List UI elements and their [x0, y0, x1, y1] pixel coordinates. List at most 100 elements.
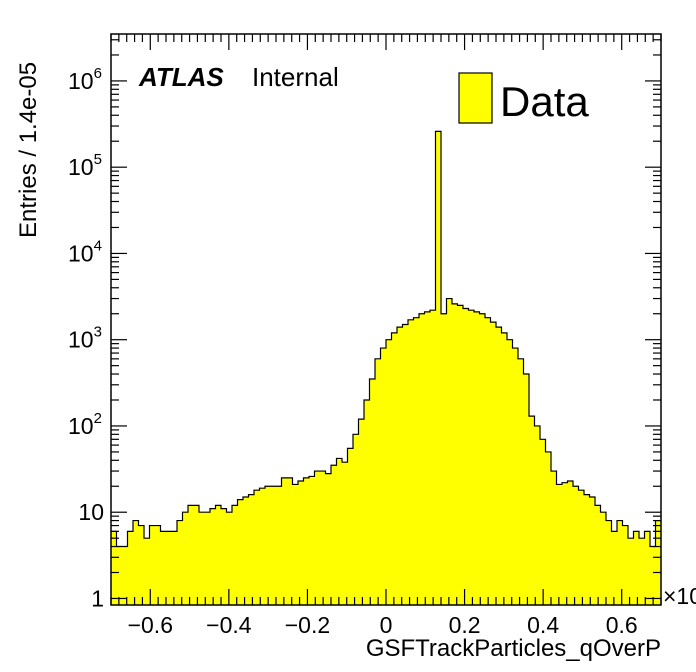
histogram-bin: [529, 416, 535, 605]
histogram-bin: [584, 494, 590, 605]
histogram-bin: [402, 324, 409, 605]
y-tick-label: 102: [68, 410, 102, 439]
legend-label-data: Data: [500, 78, 589, 125]
histogram-bin: [314, 471, 321, 605]
histogram-bin: [380, 348, 387, 605]
histogram-bin: [336, 458, 343, 605]
histogram-bin: [122, 546, 128, 605]
histogram-bin: [155, 525, 161, 605]
histogram-bin: [430, 310, 436, 605]
histogram-bin: [463, 308, 469, 605]
histogram-bin: [419, 313, 425, 605]
histogram-bin: [358, 419, 365, 605]
histogram-bin: [540, 439, 546, 605]
histogram-bin: [171, 531, 178, 605]
y-tick-label: 104: [68, 237, 102, 266]
histogram-bin: [628, 538, 634, 605]
histogram-bin: [551, 471, 557, 605]
legend-swatch-data: [458, 72, 493, 124]
histogram-bin: [243, 497, 249, 605]
histogram-bin: [331, 465, 337, 605]
histogram-bin: [375, 358, 381, 605]
y-tick-label: 103: [68, 324, 102, 353]
histogram-bin: [633, 531, 640, 605]
histogram-bin: [270, 486, 277, 605]
histogram-bin: [287, 477, 293, 605]
histogram-bin: [479, 313, 486, 605]
histogram-bin: [496, 327, 502, 605]
x-tick-label: 0.2: [449, 612, 481, 638]
histogram-bin: [435, 131, 442, 605]
histogram-bin: [232, 505, 238, 605]
histogram-bin: [188, 505, 194, 605]
histogram-bin: [474, 311, 480, 605]
histogram-bin: [523, 374, 530, 605]
histogram-bin: [600, 512, 607, 605]
histogram-bin: [518, 358, 524, 605]
atlas-label: ATLAS: [138, 62, 224, 92]
histogram-bin: [281, 477, 288, 605]
histogram-bin: [501, 332, 508, 605]
histogram-bin: [441, 313, 447, 605]
histogram-bars: [111, 131, 662, 605]
histogram-bin: [177, 520, 183, 605]
x-axis-exponent-label: ×10: [663, 583, 696, 609]
histogram-bin: [391, 332, 398, 605]
histogram-bin: [452, 303, 458, 605]
histogram-bin: [193, 505, 200, 605]
histogram-bin: [320, 471, 326, 605]
y-tick-label: 10: [78, 499, 104, 525]
histogram-bin: [111, 531, 117, 605]
histogram-bin: [578, 490, 585, 605]
histogram-bin: [221, 508, 227, 605]
histogram-bin: [567, 481, 574, 605]
histogram-bin: [424, 311, 431, 605]
histogram-bin: [138, 525, 145, 605]
histogram-bin: [144, 538, 150, 605]
histogram-bin: [369, 379, 376, 605]
y-tick-labels: 1 10 102 103 104 105 106: [68, 65, 104, 612]
x-tick-label: −0.6: [128, 612, 173, 638]
histogram-bin: [342, 462, 348, 605]
histogram-bin: [507, 339, 513, 605]
histogram-bin: [655, 520, 662, 605]
histogram-bin: [512, 348, 519, 605]
histogram-bin: [199, 512, 205, 605]
x-tick-label: 0.6: [606, 612, 638, 638]
x-tick-label: 0: [380, 612, 393, 638]
y-tick-label: 106: [68, 65, 102, 94]
histogram-bin: [595, 505, 601, 605]
histogram-bin: [133, 520, 139, 605]
y-tick-label: 105: [68, 151, 102, 180]
histogram-bin: [254, 490, 260, 605]
legend: Data: [458, 72, 589, 125]
atlas-status-label: Internal: [252, 62, 339, 92]
x-axis-title: GSFTrackParticles_qOverP: [366, 635, 661, 662]
histogram-bin: [149, 525, 156, 605]
histogram-bin: [210, 508, 216, 605]
histogram-bin: [589, 497, 596, 605]
histogram-bin: [408, 319, 414, 605]
x-tick-label: 0.4: [527, 612, 559, 638]
histogram-bin: [457, 305, 464, 605]
histogram-bin: [127, 531, 134, 605]
histogram-bin: [622, 525, 629, 605]
histogram-bin: [204, 512, 211, 605]
histogram-bin: [248, 494, 255, 605]
histogram-bin: [573, 486, 579, 605]
histogram-bin: [309, 476, 315, 605]
histogram-bin: [611, 531, 618, 605]
histogram-bin: [606, 520, 612, 605]
histogram-bin: [226, 512, 233, 605]
histogram-bin: [347, 448, 354, 605]
histogram-bin: [545, 451, 552, 605]
histogram-bin: [556, 484, 563, 605]
histogram-bin: [490, 322, 497, 605]
y-axis-title: Entries / 1.4e-05: [15, 62, 42, 238]
histogram-bin: [534, 425, 541, 605]
histogram-bin: [644, 531, 651, 605]
histogram-bin: [386, 339, 392, 605]
histogram-bin: [265, 486, 271, 605]
histogram-bin: [237, 499, 244, 605]
